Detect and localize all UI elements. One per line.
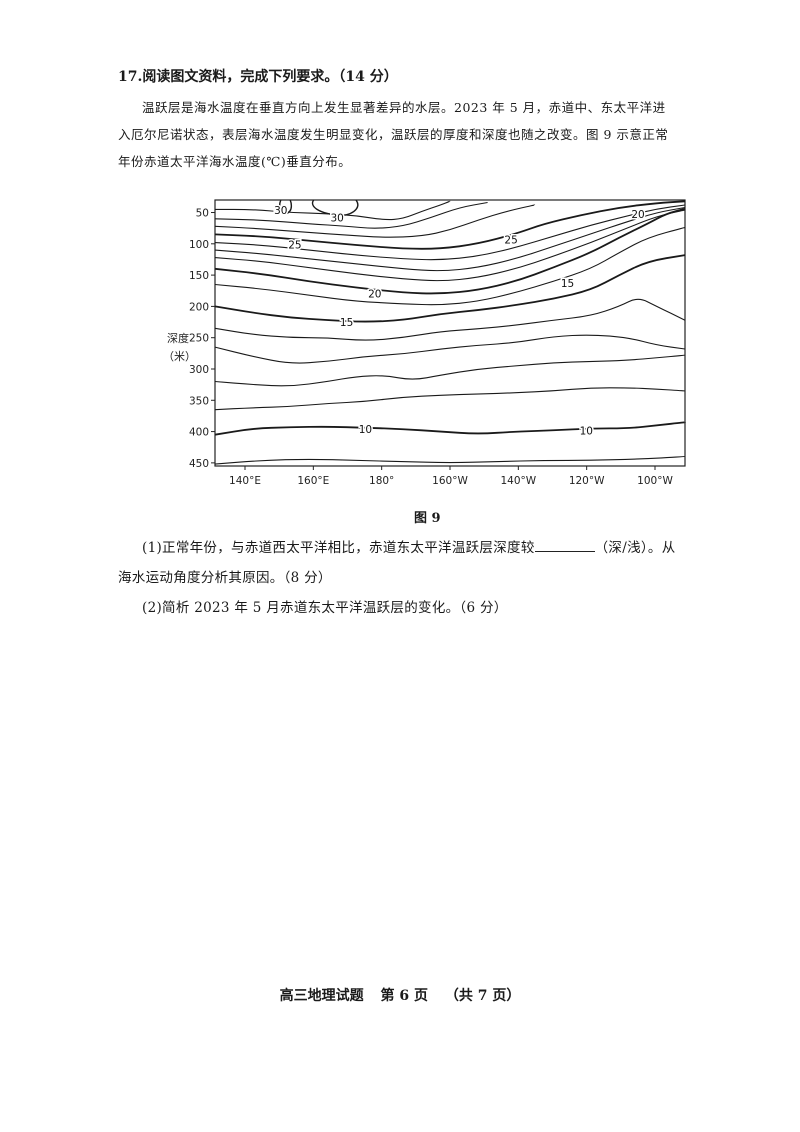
x-tick-label: 160°W xyxy=(432,475,468,487)
contour-value-label: 15 xyxy=(340,317,353,329)
question-title: 17.阅读图文资料，完成下列要求。（14 分） xyxy=(118,69,398,85)
figure-9: 50 100 150 200 250 300 350 400 450 140°E 160°E 180… xyxy=(155,196,695,496)
isotherm-line xyxy=(214,354,686,387)
sub-question-1: (1)正常年份，与赤道西太平洋相比，赤道东太平洋温跃层深度较 （深/浅）。从海水运… xyxy=(118,533,688,593)
contour-value-label: 20 xyxy=(368,288,381,300)
x-tick-label: 100°W xyxy=(637,475,673,487)
sub-question-1-text-a: (1)正常年份，与赤道西太平洋相比，赤道东太平洋温跃层深度较 xyxy=(142,540,535,556)
isotherm-line xyxy=(214,204,686,261)
isotherm-line xyxy=(214,456,686,465)
isotherm-line xyxy=(214,334,686,364)
y-tick-label: 300 xyxy=(189,364,209,376)
warm-pool-contour xyxy=(311,199,359,217)
footer-subject: 高三地理试题 xyxy=(279,988,364,1004)
answer-blank[interactable] xyxy=(534,537,595,552)
y-tick-label: 200 xyxy=(189,301,209,313)
isotherm-line xyxy=(214,200,451,221)
contour-value-label: 25 xyxy=(504,234,517,246)
footer-page: 第 6 页 xyxy=(380,988,429,1004)
contour-value-label: 30 xyxy=(274,205,287,217)
warm-pool-contour xyxy=(278,199,293,215)
x-tick-label: 160°E xyxy=(297,475,329,487)
contour-labels: 30 30 25 25 20 20 15 15 10 10 xyxy=(273,204,647,439)
isotherm-chart: 50 100 150 200 250 300 350 400 450 140°E 160°E 180… xyxy=(163,199,686,487)
y-axis-label-line2: （米） xyxy=(163,350,196,363)
y-tick-label: 50 xyxy=(196,208,209,220)
x-tick-label: 140°W xyxy=(500,475,536,487)
isotherm-line xyxy=(214,387,686,411)
contour-value-label: 30 xyxy=(331,213,344,225)
sub-question-2: (2)简析 2023 年 5 月赤道东太平洋温跃层的变化。（6 分） xyxy=(142,600,508,616)
contour-value-label: 20 xyxy=(631,209,644,221)
isotherm-line xyxy=(214,206,686,272)
x-tick-label: 120°W xyxy=(569,475,605,487)
y-tick-label: 450 xyxy=(189,458,209,470)
isotherm-line xyxy=(214,209,686,282)
isotherm-line xyxy=(214,200,686,250)
isotherm-line xyxy=(214,207,686,295)
figure-caption: 图 9 xyxy=(414,511,441,526)
sub-question-1-text-b: （深/浅）。从海水运动角度分析其原因。（8 分） xyxy=(118,540,676,586)
contour-value-label: 25 xyxy=(288,239,301,251)
isotherm-line xyxy=(214,254,686,323)
isotherm-line xyxy=(214,201,488,229)
x-tick-label: 140°E xyxy=(229,475,261,487)
y-tick-label: 100 xyxy=(189,239,209,251)
question-intro: 温跃层是海水温度在垂直方向上发生显著差异的水层。2023 年 5 月，赤道中、东… xyxy=(118,100,669,169)
y-tick-label: 250 xyxy=(189,333,209,345)
isotherm-line xyxy=(214,298,686,341)
isotherm-line xyxy=(214,421,686,436)
x-tick-label: 180° xyxy=(369,475,394,487)
contour-value-label: 15 xyxy=(561,278,574,290)
y-tick-label: 350 xyxy=(189,395,209,407)
contour-value-label: 10 xyxy=(359,424,372,436)
isotherm-line xyxy=(214,226,686,306)
x-axis: 140°E 160°E 180° 160°W 140°W 120°W 100°W xyxy=(229,466,673,487)
y-tick-label: 150 xyxy=(189,270,209,282)
y-axis-label-line1: 深度 xyxy=(167,331,189,345)
page-footer: 高三地理试题 第 6 页 （共 7 页） xyxy=(0,985,800,1005)
footer-total: （共 7 页） xyxy=(444,988,521,1004)
isotherm-lines xyxy=(214,199,686,465)
isotherm-line xyxy=(214,204,536,238)
contour-value-label: 10 xyxy=(580,425,593,437)
y-axis: 50 100 150 200 250 300 350 400 450 xyxy=(189,208,215,470)
y-tick-label: 400 xyxy=(189,427,209,439)
